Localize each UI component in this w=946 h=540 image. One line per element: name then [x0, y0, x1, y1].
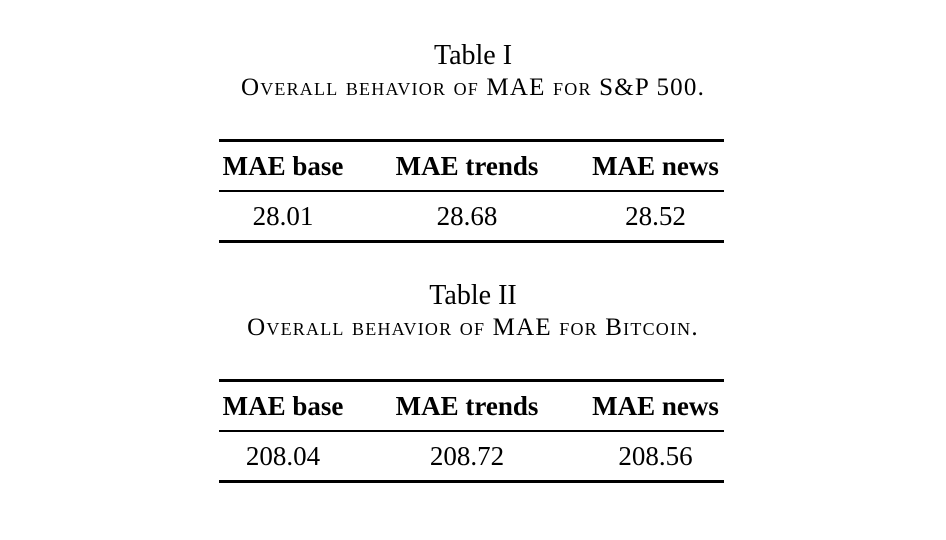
value-cell-mae-base: 208.04: [245, 440, 321, 471]
value-cell-mae-base: 28.01: [252, 200, 314, 231]
table-number: Table I: [433, 40, 513, 71]
table-row: 208.04 208.72 208.56: [219, 432, 724, 480]
top-rule: [219, 379, 724, 382]
header-row: MAE base MAE trends MAE news: [219, 142, 724, 190]
value-cell-mae-trends: 28.68: [436, 200, 498, 231]
header-cell-mae-base: MAE base: [222, 150, 344, 181]
value-cell-mae-news: 28.52: [625, 200, 686, 231]
header-cell-mae-trends: MAE trends: [395, 390, 539, 421]
header-cell-mae-news: MAE news: [592, 150, 719, 181]
table-caption: Overall behavior of MAE for S&P 500.: [240, 74, 706, 101]
mid-rule: [219, 190, 724, 192]
bottom-rule: [219, 240, 724, 243]
bottom-rule: [219, 480, 724, 483]
table-row: 28.01 28.68 28.52: [219, 192, 724, 240]
mid-rule: [219, 430, 724, 432]
table-block-2: Table II Overall behavior of MAE for Bit…: [0, 280, 946, 483]
table-1: MAE base MAE trends MAE news 28.01 28.68…: [219, 139, 724, 243]
value-cell-mae-trends: 208.72: [429, 440, 505, 471]
table-caption: Overall behavior of MAE for Bitcoin.: [247, 314, 699, 341]
header-cell-mae-base: MAE base: [222, 390, 344, 421]
top-rule: [219, 139, 724, 142]
header-row: MAE base MAE trends MAE news: [219, 382, 724, 430]
table-2: MAE base MAE trends MAE news 208.04 208.…: [219, 379, 724, 483]
table-number: Table II: [429, 280, 517, 311]
header-cell-mae-news: MAE news: [592, 390, 719, 421]
header-cell-mae-trends: MAE trends: [395, 150, 539, 181]
table-block-1: Table I Overall behavior of MAE for S&P …: [0, 40, 946, 243]
value-cell-mae-news: 208.56: [618, 440, 693, 471]
